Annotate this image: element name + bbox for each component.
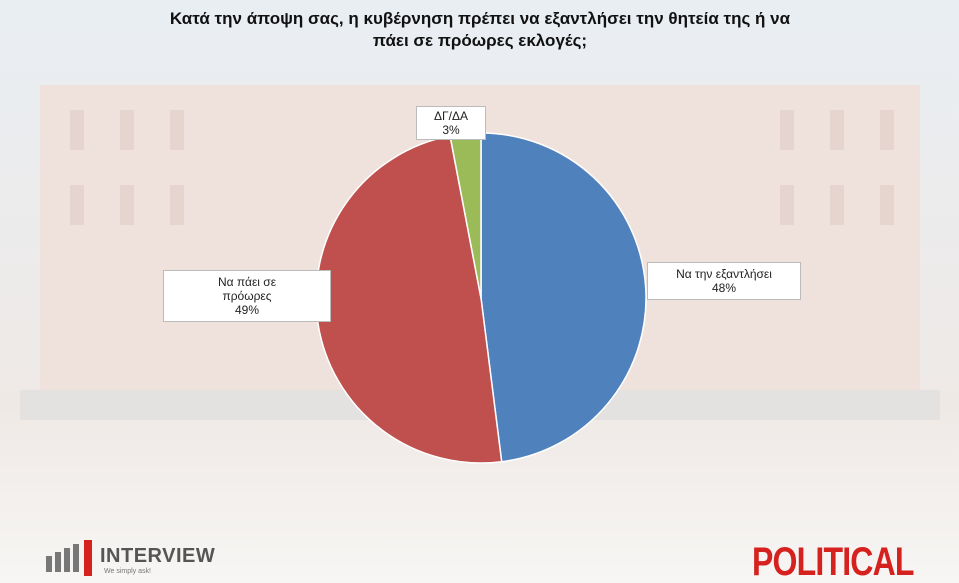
category-name: Να πάει σε πρόωρες bbox=[217, 275, 277, 303]
value-label: 49% bbox=[234, 303, 260, 317]
logo-tagline: We simply ask! bbox=[104, 568, 151, 575]
slice-label: ΔΓ/ΔΑ 3% bbox=[416, 106, 486, 140]
logo-icon bbox=[46, 540, 92, 576]
logo-political: POLITICAL bbox=[752, 540, 914, 583]
chart-title: Κατά την άποψη σας, η κυβέρνηση πρέπει ν… bbox=[169, 9, 791, 50]
slice-label: Να πάει σε πρόωρες 49% bbox=[163, 270, 331, 322]
pie-slice bbox=[480, 132, 647, 463]
value-label: 3% bbox=[442, 123, 460, 137]
pie-slice bbox=[315, 135, 503, 464]
category-name: Να την εξαντλήσει bbox=[676, 267, 772, 281]
logo-text: INTERVIEW bbox=[100, 545, 216, 567]
category-name: ΔΓ/ΔΑ bbox=[434, 109, 468, 123]
value-label: 48% bbox=[711, 281, 737, 295]
slice-label: Να την εξαντλήσει 48% bbox=[647, 262, 801, 300]
